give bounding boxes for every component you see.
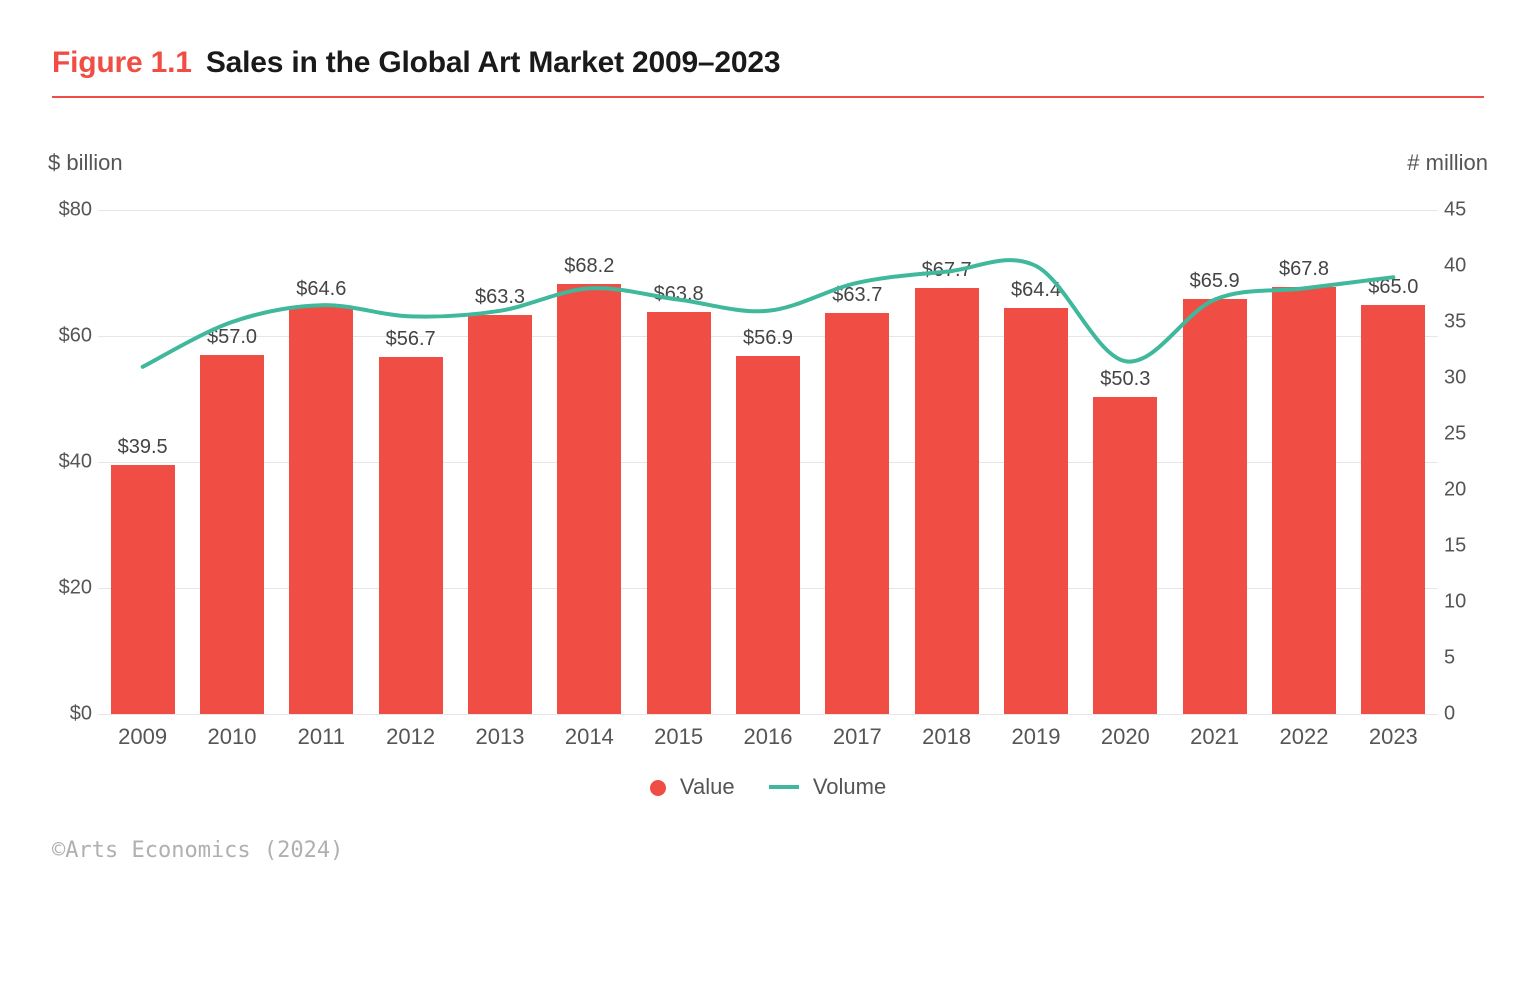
x-tick-label: 2018 xyxy=(922,724,971,750)
legend-volume-label: Volume xyxy=(813,774,886,799)
copyright: ©Arts Economics (2024) xyxy=(52,838,343,863)
plot-area: $0$20$40$60$80051015202530354045$39.5$57… xyxy=(98,210,1438,714)
x-tick-label: 2014 xyxy=(565,724,614,750)
y-tick-left: $40 xyxy=(46,451,92,474)
y-tick-right: 0 xyxy=(1444,703,1488,726)
grid-line xyxy=(98,714,1438,715)
x-tick-label: 2023 xyxy=(1369,724,1418,750)
x-tick-label: 2016 xyxy=(744,724,793,750)
y-tick-right: 35 xyxy=(1444,311,1488,334)
right-axis-label: # million xyxy=(1407,150,1488,176)
figure-title: Sales in the Global Art Market 2009–2023 xyxy=(206,46,781,79)
y-tick-right: 25 xyxy=(1444,423,1488,446)
x-tick-label: 2019 xyxy=(1012,724,1061,750)
line-layer xyxy=(98,210,1438,714)
y-tick-right: 40 xyxy=(1444,255,1488,278)
x-tick-label: 2021 xyxy=(1190,724,1239,750)
y-tick-left: $80 xyxy=(46,199,92,222)
x-tick-label: 2017 xyxy=(833,724,882,750)
y-tick-right: 15 xyxy=(1444,535,1488,558)
figure-title-row: Figure 1.1 Sales in the Global Art Marke… xyxy=(52,46,780,80)
y-tick-left: $0 xyxy=(46,703,92,726)
y-tick-left: $20 xyxy=(46,577,92,600)
x-tick-label: 2022 xyxy=(1280,724,1329,750)
left-axis-label: $ billion xyxy=(48,150,123,176)
title-rule xyxy=(52,96,1484,98)
y-tick-right: 5 xyxy=(1444,647,1488,670)
legend-value-swatch xyxy=(650,780,666,796)
y-tick-left: $60 xyxy=(46,325,92,348)
figure-container: Figure 1.1 Sales in the Global Art Marke… xyxy=(0,0,1536,986)
x-tick-label: 2015 xyxy=(654,724,703,750)
y-tick-right: 20 xyxy=(1444,479,1488,502)
y-tick-right: 45 xyxy=(1444,199,1488,222)
y-tick-right: 30 xyxy=(1444,367,1488,390)
figure-number: Figure 1.1 xyxy=(52,46,192,79)
x-tick-label: 2010 xyxy=(208,724,257,750)
legend-volume-swatch xyxy=(769,785,799,789)
x-tick-label: 2013 xyxy=(476,724,525,750)
x-tick-label: 2012 xyxy=(386,724,435,750)
y-tick-right: 10 xyxy=(1444,591,1488,614)
volume-line xyxy=(143,260,1394,367)
x-tick-label: 2020 xyxy=(1101,724,1150,750)
legend-value-label: Value xyxy=(680,774,735,799)
x-axis-labels: 2009 2010 2011 2012 2013 2014 2015 2016 2017 2018… xyxy=(98,724,1438,754)
legend: Value Volume xyxy=(0,774,1536,800)
x-tick-label: 2011 xyxy=(298,724,345,750)
x-tick-label: 2009 xyxy=(118,724,167,750)
